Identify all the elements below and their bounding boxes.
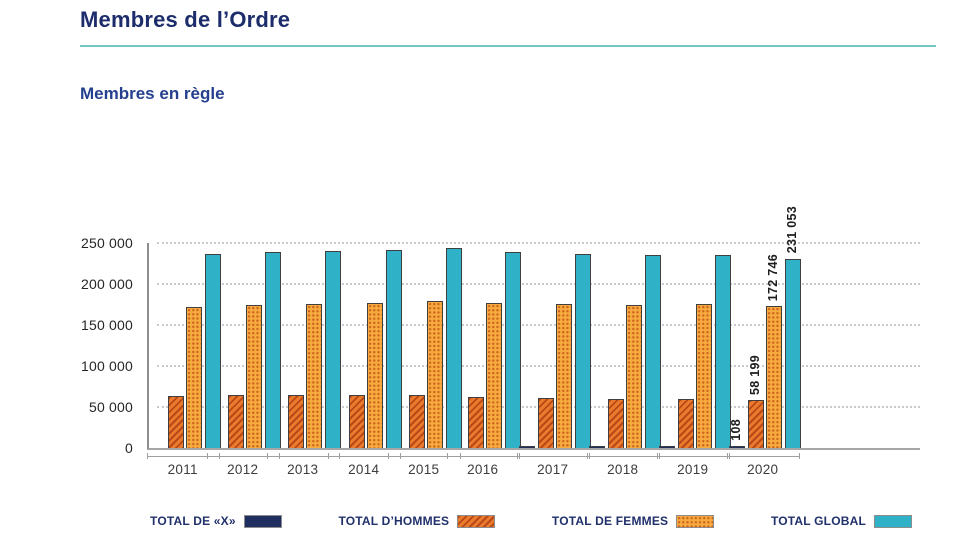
bar-hommes-2013: [287, 395, 304, 448]
bar-group-2016: [449, 243, 521, 448]
y-tick-label: 200 000: [80, 276, 133, 292]
category-bracket-2013: [267, 453, 341, 459]
category-bracket-2018: [587, 453, 661, 459]
y-axis-tick-labels: 0 50 000 100 000 150 000 200 000 250 000: [50, 235, 140, 456]
bar-hommes-2020: [747, 400, 764, 448]
gridline-100000: [157, 365, 920, 367]
bar-global-2011: [204, 254, 221, 448]
bar-value-label-total-x: 108: [729, 419, 744, 441]
section-subtitle: Membres en règle: [80, 84, 225, 103]
y-tick-label: 50 000: [88, 399, 133, 415]
bar-group-2011: [149, 243, 221, 448]
category-label-2013: 2013: [287, 462, 319, 477]
category-bracket-2017: [517, 453, 591, 459]
bar-hommes-2017: [537, 398, 554, 448]
bar-global-2015: [445, 248, 462, 448]
category-label-2016: 2016: [467, 462, 499, 477]
bar-global-2018: [644, 255, 661, 448]
bar-total-x-2018: [589, 446, 606, 448]
bar-femmes-2015: [427, 301, 444, 448]
legend-label-total-x: TOTAL DE «X»: [150, 514, 236, 528]
bar-femmes-2018: [626, 304, 643, 448]
bar-hommes-2012: [227, 395, 244, 448]
legend-item-global: TOTAL GLOBAL: [771, 514, 912, 528]
bar-group-2013: [269, 243, 341, 448]
bar-femmes-2016: [486, 303, 503, 448]
category-bracket-2019: [657, 453, 731, 459]
legend-label-global: TOTAL GLOBAL: [770, 514, 866, 528]
gridline-200000: [157, 283, 920, 285]
bar-global-2016: [504, 252, 521, 448]
bar-femmes-2011: [186, 306, 203, 448]
legend-swatch-total-x: [243, 514, 282, 528]
category-label-2012: 2012: [227, 462, 259, 477]
legend-swatch-hommes: [457, 514, 496, 528]
legend-item-total-x: TOTAL DE «X»: [150, 514, 282, 528]
category-bracket-2020: [727, 453, 801, 459]
bar-femmes-2012: [246, 304, 263, 448]
bar-hommes-2015: [408, 395, 425, 448]
category-label-2015: 2015: [408, 462, 440, 477]
bar-group-2020: 108 58 199 172 746 231 053: [729, 206, 801, 448]
page-title: Membres de l’Ordre: [80, 7, 291, 32]
bar-hommes-2014: [348, 394, 365, 448]
category-label-2014: 2014: [348, 462, 380, 477]
bar-global-2020: [784, 258, 801, 448]
y-tick-label: 0: [125, 440, 133, 456]
category-label-2019: 2019: [677, 462, 709, 477]
gridline-150000: [157, 324, 920, 326]
bar-femmes-2014: [367, 303, 384, 448]
bar-group-2012: [209, 243, 281, 448]
bar-value-label-femmes: 172 746: [766, 254, 781, 302]
bar-global-2017: [574, 254, 591, 448]
y-tick-label: 150 000: [80, 317, 133, 333]
legend-label-hommes: TOTAL D’HOMMES: [338, 514, 450, 528]
bar-global-2019: [714, 254, 731, 448]
bar-femmes-2019: [696, 304, 713, 448]
category-bracket-2012: [207, 453, 281, 459]
bar-femmes-2017: [556, 303, 573, 448]
bar-hommes-2018: [607, 398, 624, 448]
category-bracket-2011: [147, 453, 221, 459]
bar-global-2012: [264, 252, 281, 448]
bar-total-x-2019: [659, 446, 676, 448]
bar-hommes-2019: [677, 398, 694, 448]
category-bracket-2015: [388, 453, 462, 459]
bar-hommes-2016: [467, 396, 484, 448]
bar-value-label-hommes: 58 199: [747, 355, 762, 396]
category-label-2018: 2018: [607, 462, 639, 477]
bar-hommes-2011: [167, 395, 184, 448]
bar-total-x-2020: [729, 446, 746, 448]
bar-total-x-2017: [519, 446, 536, 448]
gridline-250000: [157, 242, 920, 244]
legend-swatch-global: [874, 514, 912, 528]
legend-item-hommes: TOTAL D’HOMMES: [338, 514, 496, 528]
category-label-2011: 2011: [167, 462, 198, 477]
legend-swatch-femmes: [676, 514, 715, 528]
bar-value-label-global: 231 053: [784, 206, 799, 254]
legend-item-femmes: TOTAL DE FEMMES: [551, 514, 715, 528]
bar-global-2013: [324, 251, 341, 448]
legend-label-femmes: TOTAL DE FEMMES: [551, 514, 669, 528]
bar-femmes-2020: [766, 306, 783, 448]
category-label-2017: 2017: [537, 462, 569, 477]
bar-global-2014: [385, 249, 402, 448]
bar-group-2018: [589, 243, 661, 448]
category-label-2020: 2020: [747, 462, 779, 477]
category-bracket-2014: [328, 453, 402, 459]
y-tick-label: 250 000: [80, 235, 133, 251]
bar-group-2017: [519, 243, 591, 448]
bar-group-2019: [659, 243, 731, 448]
bar-group-2015: [390, 243, 462, 448]
bar-femmes-2013: [306, 304, 323, 448]
title-divider-rule: [80, 45, 936, 47]
chart-legend: TOTAL DE «X» TOTAL D’HOMMES TOTAL DE FEMME…: [150, 514, 912, 528]
bar-group-2014: [330, 243, 402, 448]
category-bracket-2016: [447, 453, 521, 459]
plot-area: 108 58 199 172 746 231 053: [147, 206, 920, 450]
y-tick-label: 100 000: [80, 358, 133, 374]
